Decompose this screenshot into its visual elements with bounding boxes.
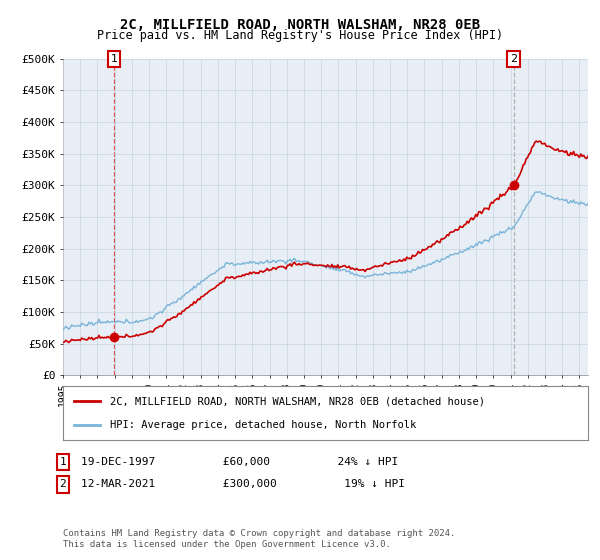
Text: 2C, MILLFIELD ROAD, NORTH WALSHAM, NR28 0EB: 2C, MILLFIELD ROAD, NORTH WALSHAM, NR28 … (120, 18, 480, 32)
Text: Price paid vs. HM Land Registry's House Price Index (HPI): Price paid vs. HM Land Registry's House … (97, 29, 503, 42)
Text: 1: 1 (59, 457, 67, 467)
Text: 2C, MILLFIELD ROAD, NORTH WALSHAM, NR28 0EB (detached house): 2C, MILLFIELD ROAD, NORTH WALSHAM, NR28 … (110, 396, 485, 407)
Text: 2: 2 (510, 54, 517, 64)
Text: 2: 2 (59, 479, 67, 489)
Text: 12-MAR-2021          £300,000          19% ↓ HPI: 12-MAR-2021 £300,000 19% ↓ HPI (81, 479, 405, 489)
Text: 19-DEC-1997          £60,000          24% ↓ HPI: 19-DEC-1997 £60,000 24% ↓ HPI (81, 457, 398, 467)
Text: HPI: Average price, detached house, North Norfolk: HPI: Average price, detached house, Nort… (110, 419, 416, 430)
Text: Contains HM Land Registry data © Crown copyright and database right 2024.
This d: Contains HM Land Registry data © Crown c… (63, 529, 455, 549)
Text: 1: 1 (110, 54, 118, 64)
